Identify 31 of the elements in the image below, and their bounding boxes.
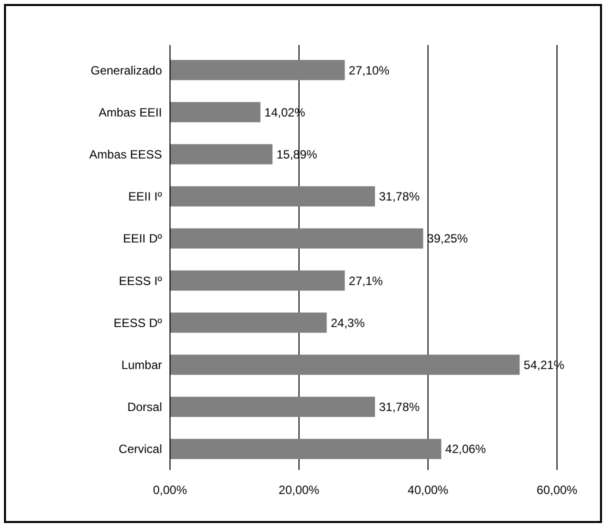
data-label: 31,78% [378, 400, 420, 414]
y-tick-label: Ambas EESS [89, 147, 162, 162]
y-tick-label: EEII Dº [122, 232, 163, 246]
y-tick-label: Lumbar [121, 358, 162, 372]
y-tick-label: Ambas EEII [98, 105, 162, 120]
data-label: 27,10% [348, 63, 390, 78]
bar [170, 270, 345, 291]
bar [170, 102, 260, 122]
bar [170, 60, 345, 80]
bar [170, 312, 327, 333]
bar [170, 144, 272, 164]
y-tick-label: EESS Iº [118, 274, 163, 288]
data-label: 27,1% [348, 274, 384, 288]
bar [170, 186, 375, 206]
data-label: 24,3% [330, 316, 366, 330]
x-tick-label: 40,00% [408, 483, 449, 497]
x-tick-label: 20,00% [278, 483, 320, 497]
y-tick-label: Dorsal [127, 400, 162, 414]
bar [170, 396, 375, 417]
y-tick-label: EEII Iº [128, 190, 163, 204]
data-label: 31,78% [378, 190, 420, 204]
bar [170, 354, 520, 375]
x-tick-label: 60,00% [536, 483, 578, 497]
y-tick-label: EESS Dº [114, 316, 163, 330]
bar [170, 438, 442, 460]
data-label: 42,06% [445, 442, 486, 456]
y-tick-label: Cervical [118, 442, 162, 456]
x-tick-label: 0,00% [152, 483, 188, 497]
bar [170, 228, 424, 249]
data-label: 39,25% [427, 232, 468, 246]
y-tick-label: Generalizado [90, 63, 162, 78]
